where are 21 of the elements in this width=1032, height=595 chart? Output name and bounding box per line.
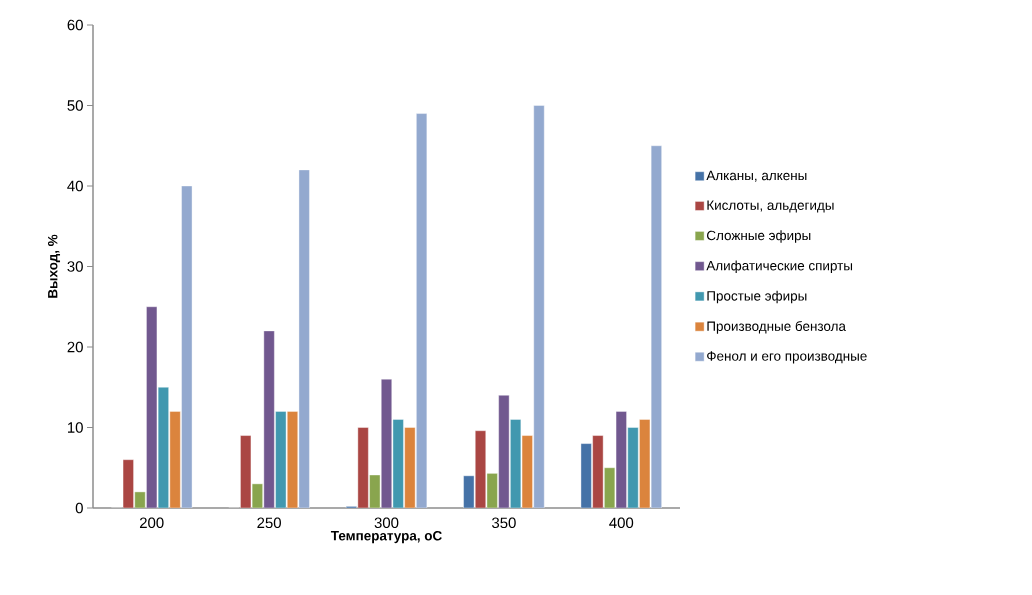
y-tick-label: 40 — [67, 180, 83, 192]
legend-label: Кислоты, альдегиды — [707, 200, 834, 213]
legend-label: Производные бензола — [707, 320, 846, 334]
y-tick-label: 50 — [67, 100, 83, 111]
y-tick-label: 60 — [67, 19, 83, 31]
y-tick-label: 10 — [68, 422, 83, 433]
y-tick-label: 0 — [75, 502, 83, 514]
x-tick-label: 400 — [609, 517, 634, 529]
y-tick-label: 20 — [67, 341, 83, 353]
x-tick-label: 300 — [374, 517, 399, 529]
legend-label: Алканы, алкены — [706, 170, 807, 182]
legend-label: Простые эфиры — [707, 290, 807, 304]
legend-label: Алифатические спирты — [706, 260, 853, 274]
x-axis-title: Температура, оС — [330, 530, 442, 544]
legend-label: Фенол и его производные — [707, 351, 867, 364]
x-tick-label: 350 — [492, 517, 516, 529]
x-tick-label: 200 — [139, 517, 164, 529]
legend-label: Сложные эфиры — [707, 230, 811, 243]
y-axis-title: Выход, % — [47, 234, 61, 298]
y-tick-label: 30 — [67, 261, 83, 272]
x-tick-label: 250 — [257, 517, 281, 529]
